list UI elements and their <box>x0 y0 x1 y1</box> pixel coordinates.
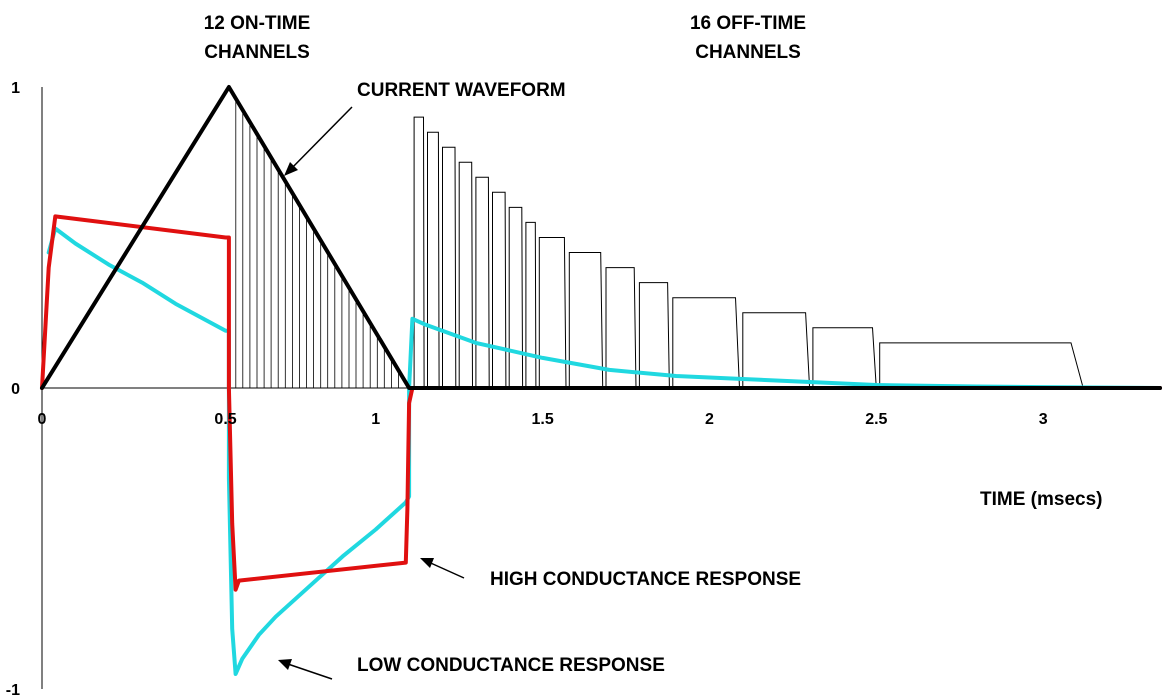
current-waveform-label: CURRENT WAVEFORM <box>357 80 566 101</box>
on-time-channel <box>277 167 286 388</box>
off-time-channel <box>568 252 604 389</box>
low-conductance-arrow <box>281 661 333 680</box>
off-time-channel <box>427 131 440 389</box>
y-tick-label: -1 <box>6 682 20 697</box>
off-time-channel <box>538 237 567 389</box>
x-tick-label: 1.5 <box>531 411 553 428</box>
high-conductance-arrowhead <box>420 558 434 568</box>
on-time-channel <box>249 120 258 388</box>
on-time-channel <box>334 262 343 388</box>
high-conductance-label: HIGH CONDUCTANCE RESPONSE <box>490 569 801 590</box>
current-waveform-arrow <box>285 106 353 175</box>
on-time-channel <box>235 97 244 388</box>
off-time-channel <box>458 161 473 389</box>
on-time-label-line1: 12 ON-TIME <box>204 13 311 34</box>
off-time-channel <box>508 206 524 389</box>
x-tick-label: 1 <box>371 411 380 428</box>
on-time-channel <box>263 144 272 388</box>
off-time-label-line1: 16 OFF-TIME <box>690 13 806 34</box>
off-time-channel <box>525 221 537 389</box>
on-time-channel <box>306 215 315 388</box>
y-tick-label: 0 <box>11 381 20 398</box>
off-time-channel <box>475 176 490 389</box>
x-axis-title: TIME (msecs) <box>980 489 1102 510</box>
off-time-channels <box>413 116 1084 389</box>
low-conductance-line <box>46 226 1162 676</box>
on-time-channel <box>291 191 300 388</box>
on-time-channel <box>320 238 329 388</box>
current-waveform-arrowhead <box>284 162 298 176</box>
tick-labels: 0 0.5 1 1.5 2 2.5 3 1 0 -1 <box>6 80 1048 697</box>
off-time-channel <box>812 327 877 389</box>
series-lines <box>40 85 1162 676</box>
off-time-channel <box>879 342 1084 389</box>
on-time-label-line2: CHANNELS <box>204 42 310 63</box>
off-time-channel <box>492 191 507 389</box>
off-time-channel <box>413 116 425 389</box>
off-time-channel <box>672 297 740 389</box>
x-tick-label: 2.5 <box>865 411 887 428</box>
current-waveform-line <box>40 85 1162 390</box>
on-time-channel <box>348 286 357 388</box>
low-conductance-label: LOW CONDUCTANCE RESPONSE <box>357 655 665 676</box>
x-tick-label: 0 <box>38 411 47 428</box>
annotations: 12 ON-TIME CHANNELS 16 OFF-TIME CHANNELS… <box>204 13 1102 680</box>
off-time-channel <box>442 146 457 389</box>
off-time-channel <box>742 312 811 389</box>
off-time-label-line2: CHANNELS <box>695 42 801 63</box>
y-tick-label: 1 <box>11 80 20 97</box>
x-tick-label: 3 <box>1039 411 1048 428</box>
off-time-channel <box>605 267 637 389</box>
low-conductance-arrowhead <box>278 659 292 670</box>
high-conductance-line <box>40 214 1162 592</box>
off-time-channel <box>638 282 670 389</box>
x-tick-label: 0.5 <box>214 411 236 428</box>
x-tick-label: 2 <box>705 411 714 428</box>
